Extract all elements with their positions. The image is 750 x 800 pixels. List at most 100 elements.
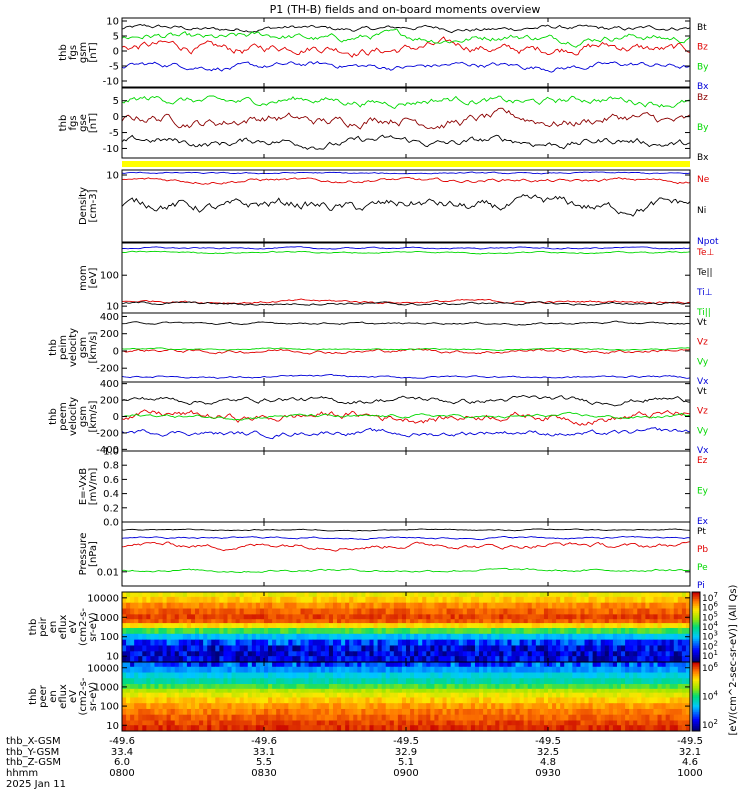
heatmap-cell xyxy=(284,619,289,624)
heatmap-cell xyxy=(418,684,423,690)
heatmap-cell xyxy=(495,623,500,629)
heatmap-cell xyxy=(332,684,338,690)
y-tick-label: 100 xyxy=(100,632,119,643)
heatmap-cell xyxy=(539,697,545,704)
heatmap-cell xyxy=(479,645,484,652)
heatmap-cell xyxy=(681,714,687,721)
time-axis-tick-label: 5.5 xyxy=(256,757,272,768)
heatmap-cell xyxy=(669,697,675,704)
y-axis-label: gsm xyxy=(78,337,89,358)
heatmap-cell xyxy=(548,692,553,698)
heatmap-cell xyxy=(268,614,273,620)
heatmap-cell xyxy=(255,697,261,704)
heatmap-cell xyxy=(393,639,399,646)
heatmap-cell xyxy=(211,725,216,732)
heatmap-cell xyxy=(122,720,127,726)
heatmap-cell xyxy=(612,614,618,620)
heatmap-cell xyxy=(568,678,573,685)
heatmap-cell xyxy=(280,684,285,690)
heatmap-cell xyxy=(657,602,663,610)
heatmap-cell xyxy=(312,627,318,635)
heatmap-cell xyxy=(657,651,663,657)
heatmap-cell xyxy=(466,619,472,624)
heatmap-cell xyxy=(312,623,318,629)
heatmap-cell xyxy=(138,672,143,679)
heatmap-cell xyxy=(288,627,293,635)
heatmap-cell xyxy=(345,725,350,732)
heatmap-cell xyxy=(527,645,533,652)
y-tick-label: 5 xyxy=(113,96,119,107)
heatmap-cell xyxy=(442,725,448,732)
heatmap-cell xyxy=(584,697,590,704)
heatmap-cell xyxy=(235,666,241,674)
heatmap-cell xyxy=(158,666,164,674)
heatmap-cell xyxy=(458,672,464,679)
heatmap-cell xyxy=(174,725,180,732)
heatmap-cell xyxy=(637,608,642,615)
heatmap-cell xyxy=(207,596,212,604)
heatmap-cell xyxy=(661,633,667,641)
heatmap-cell xyxy=(227,596,233,604)
heatmap-cell xyxy=(519,666,525,674)
heatmap-cell xyxy=(462,623,468,629)
heatmap-cell xyxy=(661,678,667,685)
heatmap-cell xyxy=(393,596,399,604)
heatmap-cell xyxy=(584,672,590,679)
heatmap-cell xyxy=(604,619,610,624)
heatmap-cell xyxy=(195,666,200,674)
heatmap-cell xyxy=(126,684,131,690)
heatmap-cell xyxy=(150,651,155,657)
heatmap-cell xyxy=(195,651,200,657)
heatmap-cell xyxy=(332,639,338,646)
heatmap-cell xyxy=(515,645,521,652)
heatmap-cell xyxy=(324,614,330,620)
heatmap-cell xyxy=(166,697,172,704)
heatmap-cell xyxy=(507,678,512,685)
heatmap-cell xyxy=(223,666,228,674)
heatmap-cell xyxy=(353,614,358,620)
series-line-Vy xyxy=(121,411,691,421)
heatmap-cell xyxy=(199,619,204,624)
heatmap-cell xyxy=(316,623,322,629)
heatmap-cell xyxy=(446,672,452,679)
heatmap-cell xyxy=(308,692,314,698)
heatmap-cell xyxy=(142,645,147,652)
heatmap-cell xyxy=(341,596,346,604)
heatmap-cell xyxy=(507,697,512,704)
heatmap-cell xyxy=(393,688,399,694)
heatmap-cell xyxy=(138,678,143,685)
heatmap-cell xyxy=(515,703,521,710)
heatmap-cell xyxy=(174,639,180,646)
heatmap-cell xyxy=(426,627,431,635)
heatmap-cell xyxy=(361,639,366,646)
heatmap-cell xyxy=(422,708,427,716)
heatmap-cell xyxy=(142,623,147,629)
heatmap-cell xyxy=(616,688,622,694)
heatmap-cell xyxy=(276,656,281,663)
heatmap-cell xyxy=(328,596,334,604)
heatmap-cell xyxy=(292,672,297,679)
heatmap-cell xyxy=(369,627,375,635)
heatmap-cell xyxy=(434,697,439,704)
heatmap-cell xyxy=(649,692,654,698)
heatmap-cell xyxy=(247,720,253,726)
heatmap-cell xyxy=(134,666,139,674)
heatmap-cell xyxy=(442,623,448,629)
heatmap-cell xyxy=(203,662,208,668)
heatmap-cell xyxy=(556,639,561,646)
heatmap-cell xyxy=(685,725,691,732)
heatmap-cell xyxy=(207,692,212,698)
heatmap-cell xyxy=(328,678,334,685)
heatmap-cell xyxy=(523,645,529,652)
heatmap-cell xyxy=(377,608,383,615)
heatmap-cell xyxy=(345,608,350,615)
heatmap-cell xyxy=(507,725,512,732)
heatmap-cell xyxy=(556,627,561,635)
heatmap-cell xyxy=(235,623,241,629)
heatmap-cell xyxy=(625,692,630,698)
heatmap-cell xyxy=(657,703,663,710)
heatmap-cell xyxy=(170,651,176,657)
heatmap-cell xyxy=(138,697,143,704)
heatmap-cell xyxy=(576,623,581,629)
